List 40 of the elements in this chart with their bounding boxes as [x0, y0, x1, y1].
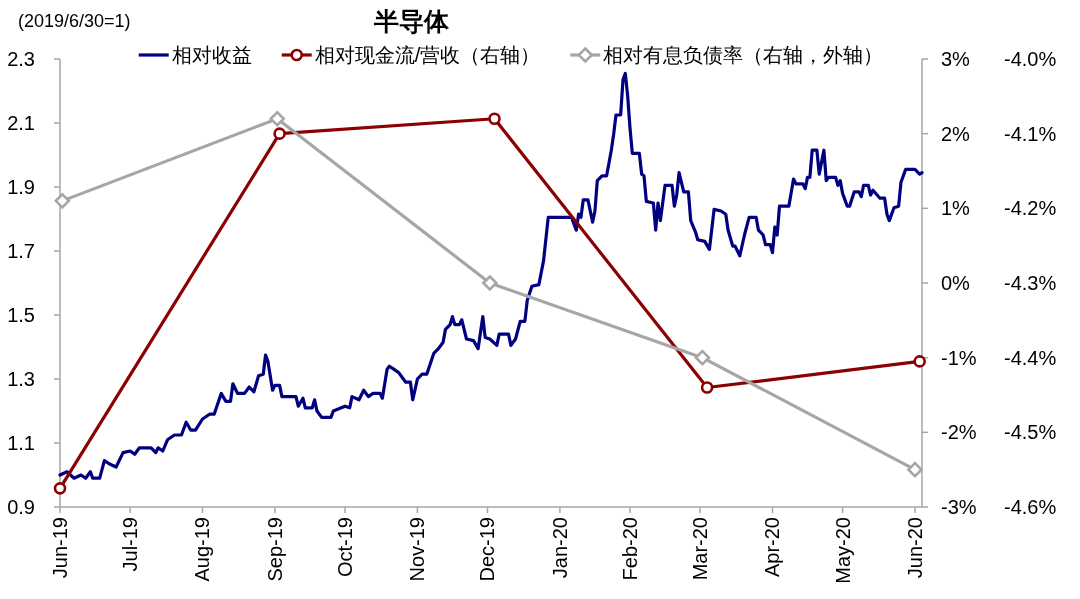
legend-label: 相对有息负债率（右轴，外轴）	[603, 44, 884, 66]
y-tick-label: 1.5	[7, 304, 35, 326]
y2-tick-label: -2%	[941, 421, 977, 444]
title: 半导体	[373, 7, 449, 35]
x-tick-label: Dec-19	[476, 517, 499, 582]
y3-tick-label: -4.2%	[1004, 197, 1057, 220]
y-tick-label: 1.7	[7, 240, 35, 262]
x-tick-label: Nov-19	[406, 517, 429, 582]
y-tick-label: 1.1	[7, 432, 35, 454]
y2-tick-label: 3%	[941, 48, 970, 70]
y-tick-label: 1.3	[7, 368, 35, 390]
y2-tick-label: -1%	[941, 346, 977, 369]
x-tick-label: Jun-19	[49, 517, 71, 579]
y3-tick-label: -4.6%	[1004, 496, 1057, 518]
y3-tick-label: -4.3%	[1004, 272, 1057, 294]
x-tick-label: May-20	[831, 517, 854, 584]
y-tick-label: 1.9	[7, 176, 35, 198]
x-tick-label: Feb-20	[619, 517, 641, 581]
x-tick-label: Jan-20	[548, 517, 571, 579]
y-axis-title: (2019/6/30=1)	[18, 11, 131, 31]
y3-tick-label: -4.0%	[1004, 48, 1057, 70]
x-tick-label: Oct-19	[334, 517, 356, 578]
y3-tick-label: -4.1%	[1004, 122, 1057, 145]
legend-label: 相对现金流/营收（右轴）	[314, 44, 541, 66]
x-tick-label: Sep-19	[263, 517, 286, 582]
legend-label: 相对收益	[171, 44, 252, 66]
x-tick-label: Jun-20	[904, 517, 926, 579]
x-tick-label: Mar-20	[689, 517, 712, 581]
y2-tick-label: 2%	[941, 122, 970, 145]
x-tick-label: Aug-19	[191, 517, 214, 582]
y3-tick-label: -4.5%	[1004, 421, 1057, 444]
y2-tick-label: -3%	[941, 496, 977, 518]
y2-tick-label: 1%	[941, 197, 970, 220]
y-tick-label: 0.9	[7, 496, 35, 518]
y3-tick-label: -4.4%	[1004, 346, 1057, 369]
y-tick-label: 2.1	[7, 112, 35, 134]
y-tick-label: 2.3	[7, 48, 35, 70]
x-tick-label: Apr-20	[761, 517, 784, 578]
y2-tick-label: 0%	[941, 272, 970, 294]
x-tick-label: Jul-19	[119, 517, 142, 572]
